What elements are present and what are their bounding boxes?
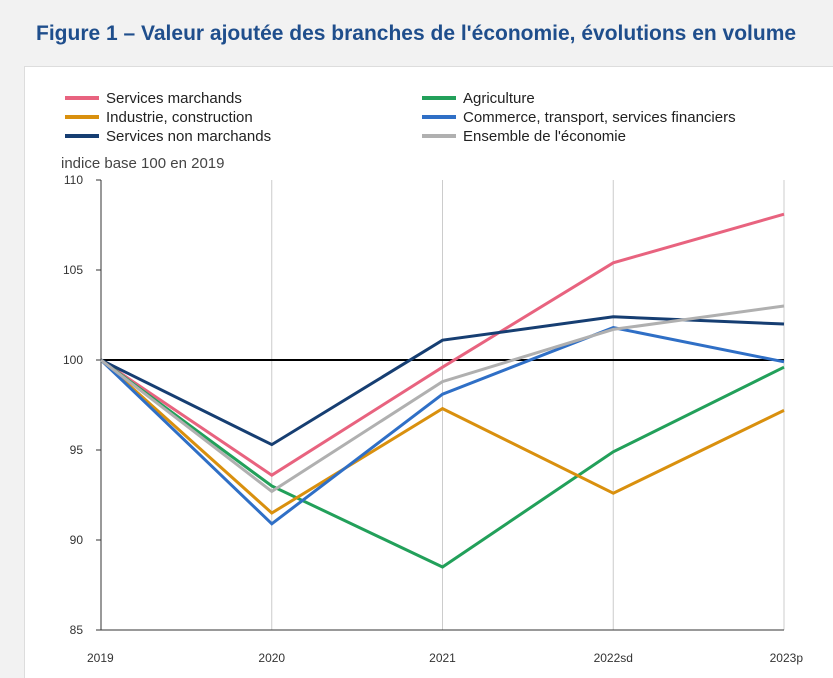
legend-label-services-marchands: Services marchands — [106, 90, 242, 107]
legend-item-services-non-marchands: Services non marchands — [65, 128, 271, 145]
line-chart: Services marchands Agriculture Industrie, … — [61, 90, 803, 665]
y-tick-label-90: 90 — [70, 533, 84, 547]
y-tick-label-95: 95 — [70, 443, 84, 457]
y-tick-label-105: 105 — [63, 263, 83, 277]
series-line-commerce-transport-services-financiers — [99, 326, 785, 526]
legend-label-services-non-marchands: Services non marchands — [106, 128, 271, 145]
tick-labels: 85 90 95 100 105 110 2019 2020 2021 2022sd 2023p — [63, 173, 803, 665]
x-tick-label-2023p: 2023p — [770, 651, 804, 665]
y-tick-label-100: 100 — [63, 353, 83, 367]
y-tick-label-110: 110 — [64, 173, 83, 187]
x-tick-label-2022sd: 2022sd — [594, 651, 633, 665]
grid-lines — [271, 180, 785, 630]
legend-label-industrie-construction: Industrie, construction — [106, 109, 253, 126]
series-line-agriculture — [100, 358, 785, 569]
x-tick-label-2020: 2020 — [258, 651, 285, 665]
legend-item-ensemble-de-l-economie: Ensemble de l'économie — [422, 128, 626, 145]
series-line-services-marchands — [100, 212, 785, 477]
series-line-services-non-marchands — [100, 315, 785, 447]
series-line-industrie-construction — [99, 358, 785, 515]
axes — [96, 179, 784, 631]
x-tick-label-2019: 2019 — [87, 651, 114, 665]
series-lines — [99, 212, 785, 569]
chart-legend: Services marchands Agriculture Industrie, … — [65, 90, 736, 145]
y-tick-label-85: 85 — [70, 623, 84, 637]
legend-item-agriculture: Agriculture — [422, 90, 535, 107]
legend-item-industrie-construction: Industrie, construction — [65, 109, 253, 126]
figure-title: Figure 1 – Valeur ajoutée des branches d… — [36, 22, 797, 45]
series-line-ensemble-de-l-economie — [100, 304, 785, 494]
y-axis-unit-label: indice base 100 en 2019 — [61, 155, 224, 172]
legend-label-commerce-transport-services-financiers: Commerce, transport, services financiers — [463, 109, 736, 126]
legend-item-services-marchands: Services marchands — [65, 90, 242, 107]
x-tick-label-2021: 2021 — [429, 651, 456, 665]
chart-panel: Services marchands Agriculture Industrie, … — [24, 66, 833, 678]
legend-label-ensemble-de-l-economie: Ensemble de l'économie — [463, 128, 626, 145]
legend-label-agriculture: Agriculture — [463, 90, 535, 107]
legend-item-commerce-transport-services-financiers: Commerce, transport, services financiers — [422, 109, 736, 126]
